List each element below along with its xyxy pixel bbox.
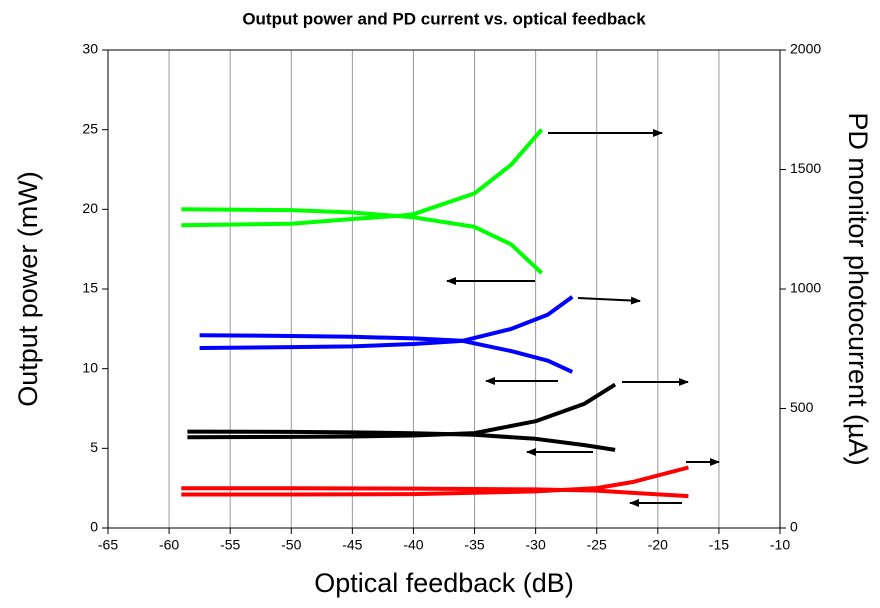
x-tick-label: -55 bbox=[220, 537, 240, 553]
y2-axis-title: PD monitor photocurrent (µA) bbox=[843, 112, 873, 465]
y2-tick-label: 1500 bbox=[790, 160, 821, 176]
y2-tick-label: 0 bbox=[790, 519, 798, 535]
line bbox=[199, 295, 574, 350]
line bbox=[181, 128, 544, 228]
y-tick-label: 5 bbox=[90, 439, 98, 455]
line bbox=[181, 207, 544, 275]
y2-tick-label: 2000 bbox=[790, 41, 821, 57]
x-tick-label: -15 bbox=[709, 537, 729, 553]
x-tick-label: -45 bbox=[342, 537, 362, 553]
axes: -65 -60 -55 -50 -45 -40 -35 -30 -25 -20 -15 -100510… bbox=[82, 41, 821, 553]
y-tick-label: 10 bbox=[82, 359, 98, 375]
line bbox=[199, 333, 574, 374]
x-tick-label: -10 bbox=[770, 537, 790, 553]
y-tick-label: 20 bbox=[82, 200, 98, 216]
x-tick-label: -50 bbox=[281, 537, 301, 553]
y2-tick-label: 1000 bbox=[790, 280, 821, 296]
x-tick-label: -30 bbox=[526, 537, 546, 553]
y-axis-title: Output power (mW) bbox=[13, 171, 43, 407]
curves bbox=[181, 128, 689, 499]
x-tick-label: -40 bbox=[403, 537, 423, 553]
y-tick-label: 15 bbox=[82, 280, 98, 296]
x-axis-title: Optical feedback (dB) bbox=[314, 568, 574, 598]
x-tick-label: -20 bbox=[648, 537, 668, 553]
arrows bbox=[446, 129, 720, 507]
grid bbox=[168, 50, 720, 528]
y-tick-label: 25 bbox=[82, 120, 98, 136]
line bbox=[181, 465, 689, 497]
chart-title: Output power and PD current vs. optical … bbox=[242, 9, 646, 28]
y-tick-label: 30 bbox=[82, 41, 98, 57]
plot-frame bbox=[107, 49, 781, 529]
line bbox=[187, 382, 617, 440]
x-tick-label: -35 bbox=[464, 537, 484, 553]
y2-tick-label: 500 bbox=[790, 399, 814, 415]
arrow bbox=[577, 296, 641, 305]
y-tick-label: 0 bbox=[90, 519, 98, 535]
x-tick-label: -65 bbox=[98, 537, 118, 553]
x-tick-label: -60 bbox=[159, 537, 179, 553]
x-tick-label: -25 bbox=[587, 537, 607, 553]
